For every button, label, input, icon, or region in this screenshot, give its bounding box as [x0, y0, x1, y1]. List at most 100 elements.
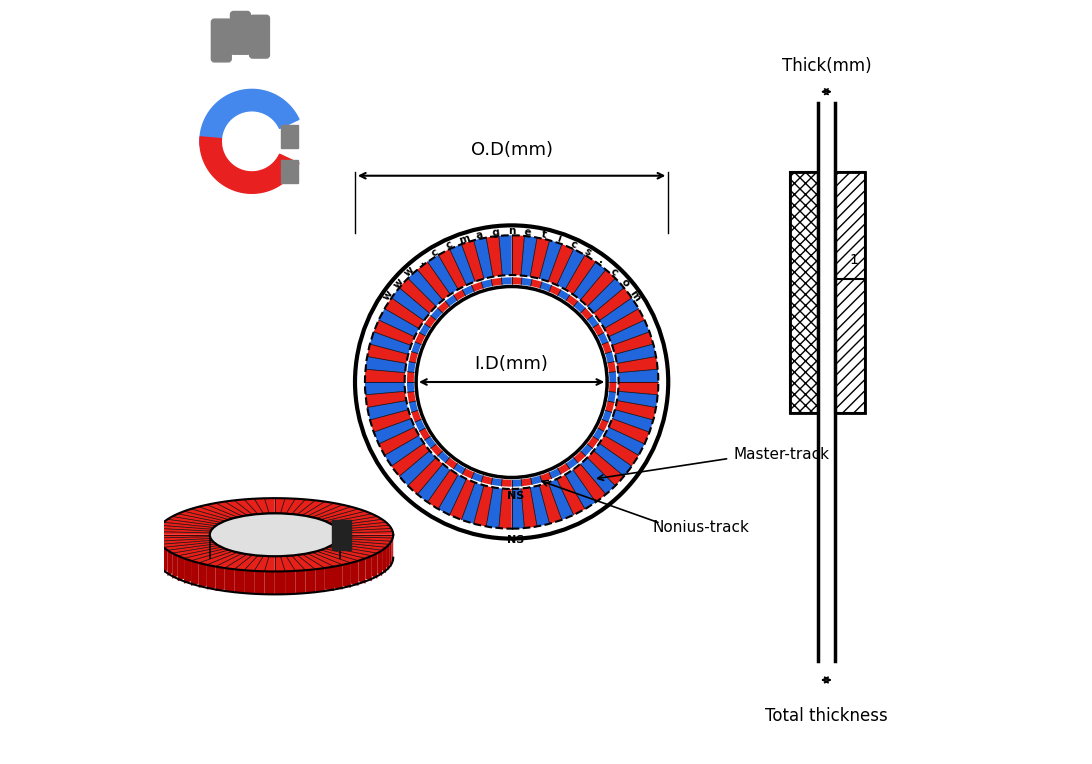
- Polygon shape: [617, 391, 657, 407]
- Polygon shape: [324, 547, 371, 558]
- Polygon shape: [292, 555, 316, 570]
- Polygon shape: [438, 249, 466, 290]
- Text: w: w: [403, 264, 416, 278]
- FancyBboxPatch shape: [212, 19, 232, 62]
- Polygon shape: [225, 568, 235, 592]
- Polygon shape: [334, 542, 387, 550]
- Polygon shape: [608, 320, 650, 345]
- Polygon shape: [157, 538, 158, 564]
- Polygon shape: [191, 561, 199, 586]
- Polygon shape: [400, 451, 436, 486]
- Polygon shape: [367, 344, 408, 364]
- Text: Total thickness: Total thickness: [765, 707, 888, 725]
- Text: w: w: [381, 289, 395, 303]
- Polygon shape: [316, 568, 324, 592]
- Polygon shape: [600, 298, 639, 329]
- Bar: [281, 125, 298, 148]
- Polygon shape: [573, 464, 606, 502]
- Polygon shape: [558, 463, 570, 474]
- Polygon shape: [593, 324, 604, 336]
- Polygon shape: [307, 552, 343, 567]
- Polygon shape: [609, 382, 616, 392]
- Polygon shape: [225, 500, 252, 516]
- Polygon shape: [615, 344, 656, 364]
- Polygon shape: [178, 547, 225, 558]
- Polygon shape: [264, 498, 275, 513]
- Polygon shape: [501, 479, 512, 487]
- Polygon shape: [491, 278, 502, 286]
- Polygon shape: [587, 278, 624, 313]
- Polygon shape: [275, 498, 285, 513]
- Polygon shape: [594, 443, 632, 476]
- Polygon shape: [499, 235, 512, 276]
- Polygon shape: [199, 551, 238, 565]
- Polygon shape: [321, 509, 366, 521]
- Polygon shape: [539, 241, 561, 281]
- Polygon shape: [580, 270, 616, 306]
- Polygon shape: [245, 570, 254, 594]
- Polygon shape: [206, 503, 242, 517]
- Polygon shape: [541, 282, 551, 292]
- Polygon shape: [339, 536, 393, 541]
- Polygon shape: [292, 500, 316, 515]
- Bar: [791, 172, 818, 413]
- Polygon shape: [453, 463, 465, 474]
- Polygon shape: [613, 332, 653, 354]
- Polygon shape: [602, 410, 612, 422]
- Polygon shape: [557, 474, 585, 515]
- Polygon shape: [474, 485, 494, 526]
- Polygon shape: [539, 483, 561, 523]
- Polygon shape: [446, 458, 458, 469]
- Polygon shape: [391, 288, 429, 321]
- Polygon shape: [245, 555, 263, 571]
- Polygon shape: [501, 277, 512, 285]
- Polygon shape: [371, 553, 378, 579]
- Polygon shape: [408, 458, 443, 494]
- Polygon shape: [499, 488, 512, 529]
- Polygon shape: [373, 320, 415, 345]
- Polygon shape: [607, 392, 616, 403]
- Polygon shape: [407, 382, 414, 392]
- Polygon shape: [158, 539, 212, 544]
- Polygon shape: [178, 511, 225, 523]
- Polygon shape: [191, 550, 233, 563]
- Polygon shape: [450, 244, 475, 285]
- Polygon shape: [336, 540, 389, 547]
- Polygon shape: [254, 556, 269, 571]
- Polygon shape: [558, 290, 570, 301]
- Polygon shape: [482, 475, 492, 484]
- Polygon shape: [297, 554, 324, 569]
- Text: i: i: [556, 234, 562, 244]
- Text: c: c: [569, 239, 579, 251]
- Polygon shape: [531, 280, 542, 289]
- Text: 1: 1: [850, 253, 858, 267]
- Polygon shape: [317, 507, 358, 520]
- Polygon shape: [609, 372, 616, 382]
- Polygon shape: [173, 545, 222, 556]
- Polygon shape: [161, 540, 214, 547]
- Polygon shape: [365, 369, 405, 382]
- Text: n: n: [508, 226, 515, 237]
- Polygon shape: [379, 427, 419, 455]
- Text: t: t: [539, 229, 547, 241]
- Polygon shape: [173, 513, 222, 524]
- Polygon shape: [312, 505, 351, 519]
- Polygon shape: [581, 308, 593, 320]
- Polygon shape: [367, 400, 408, 420]
- Text: .: .: [417, 256, 426, 267]
- Polygon shape: [410, 401, 418, 413]
- Polygon shape: [548, 479, 573, 520]
- Polygon shape: [417, 464, 450, 502]
- Polygon shape: [164, 547, 167, 573]
- Polygon shape: [602, 342, 612, 354]
- Polygon shape: [438, 301, 450, 312]
- Polygon shape: [573, 452, 585, 463]
- Bar: [834, 172, 865, 413]
- Circle shape: [355, 225, 668, 539]
- Polygon shape: [384, 298, 424, 329]
- Ellipse shape: [210, 513, 340, 556]
- Polygon shape: [358, 558, 366, 584]
- Polygon shape: [340, 532, 393, 535]
- Polygon shape: [164, 542, 216, 550]
- Polygon shape: [573, 262, 606, 300]
